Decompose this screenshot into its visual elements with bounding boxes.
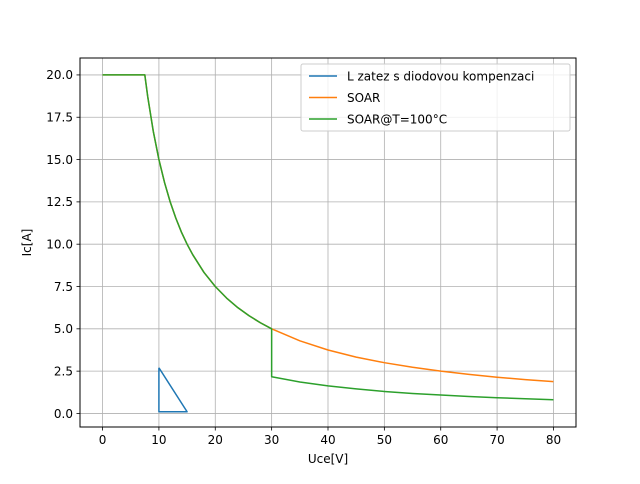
y-tick-label: 0.0 <box>54 407 73 421</box>
x-tick-label: 0 <box>99 433 107 447</box>
y-axis: 0.0 2.5 5.0 7.5 10.0 12.5 15.0 17.5 20.0 <box>46 68 80 421</box>
y-tick-label: 20.0 <box>46 68 73 82</box>
y-tick-label: 7.5 <box>54 280 73 294</box>
x-axis-label: Uce[V] <box>308 452 348 466</box>
x-axis: 0 10 20 30 40 50 60 70 80 <box>99 427 561 447</box>
y-tick-label: 12.5 <box>46 195 73 209</box>
series-line-soar-t-100-c <box>102 74 554 401</box>
y-tick-label: 5.0 <box>54 322 73 336</box>
x-tick-label: 60 <box>433 433 448 447</box>
series-line-l-zatez-s-diodovou-kompenzaci <box>158 367 188 413</box>
legend-box <box>300 63 571 132</box>
y-tick-label: 17.5 <box>46 111 73 125</box>
y-tick-label: 15.0 <box>46 153 73 167</box>
x-tick-label: 50 <box>377 433 392 447</box>
y-tick-label: 10.0 <box>46 237 73 251</box>
x-tick-label: 10 <box>151 433 166 447</box>
x-tick-label: 30 <box>264 433 279 447</box>
legend: L zatez s diodovou kompenzaci SOAR SOAR@T=… <box>300 63 571 132</box>
x-tick-label: 80 <box>546 433 561 447</box>
y-tick-label: 2.5 <box>54 364 73 378</box>
series-layer <box>102 74 554 413</box>
legend-label-soar-t-100-c: SOAR@T=100°C <box>347 113 447 127</box>
x-tick-label: 20 <box>208 433 223 447</box>
y-axis-label: Ic[A] <box>20 229 34 257</box>
legend-label-l-zatez-s-diodovou-kompenzaci: L zatez s diodovou kompenzaci <box>347 70 534 84</box>
legend-label-soar: SOAR <box>347 91 380 105</box>
x-tick-label: 40 <box>320 433 335 447</box>
x-tick-label: 70 <box>489 433 504 447</box>
